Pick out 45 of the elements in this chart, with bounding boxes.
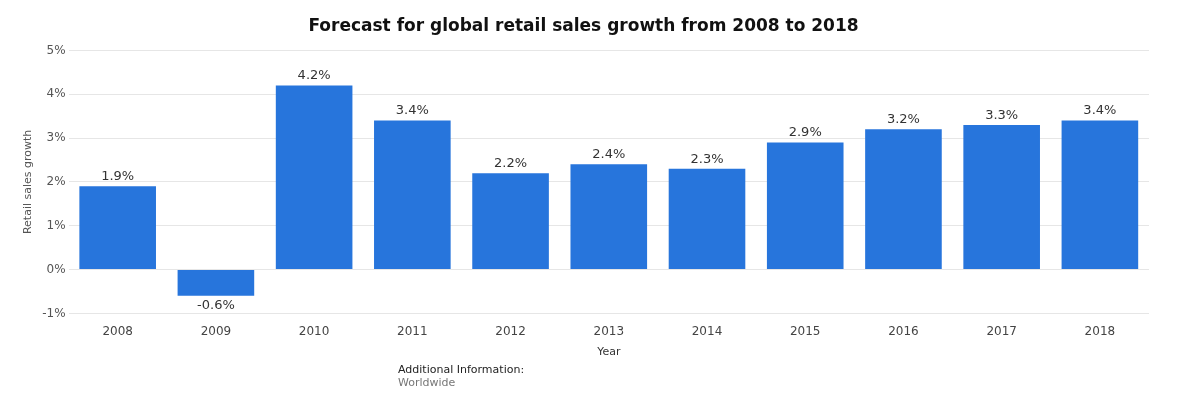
x-tick-label: 2013 — [593, 323, 625, 338]
bar — [963, 124, 1040, 270]
data-label: 3.4% — [395, 102, 429, 118]
data-label: 2.2% — [494, 155, 528, 171]
x-tick-label: 2011 — [397, 323, 428, 338]
bar — [472, 173, 549, 270]
y-tick-label: 2% — [46, 174, 66, 189]
x-axis-title: Year — [596, 345, 621, 359]
bar — [766, 142, 844, 270]
bar — [1061, 120, 1139, 270]
bar — [668, 168, 746, 270]
x-tick-label: 2012 — [495, 323, 526, 338]
y-tick-label: 5% — [46, 42, 66, 57]
bar — [177, 270, 255, 296]
x-tick-label: 2016 — [888, 323, 919, 338]
text: Additional Information: — [398, 363, 526, 376]
bar — [865, 129, 942, 270]
bar — [374, 120, 451, 270]
text: Worldwide — [398, 376, 457, 389]
data-label: 2.4% — [592, 146, 626, 162]
y-tick-label: 0% — [46, 261, 66, 276]
y-tick-label: -1% — [42, 305, 66, 320]
y-tick-label: 3% — [46, 130, 66, 145]
x-tick-label: 2009 — [200, 323, 232, 338]
data-label: 2.3% — [690, 150, 724, 166]
x-tick-label: 2015 — [789, 323, 821, 338]
bar — [570, 164, 648, 270]
data-label: -0.6% — [197, 296, 235, 312]
y-tick-label: 4% — [46, 86, 66, 101]
bar — [275, 85, 353, 270]
y-tick-label: 1% — [46, 217, 66, 232]
x-tick-label: 2018 — [1084, 323, 1116, 338]
x-tick-label: 2008 — [102, 323, 133, 338]
data-label: 3.2% — [886, 111, 920, 127]
x-tick-label: 2017 — [986, 323, 1017, 338]
data-label: 2.9% — [788, 124, 822, 140]
x-tick-label: 2010 — [298, 323, 330, 338]
x-tick-label: 2014 — [691, 323, 723, 338]
chart-title: Forecast for global retail sales growth from 2008 to 2018 — [308, 14, 859, 35]
data-label: 3.4% — [1083, 102, 1117, 118]
bar — [79, 186, 156, 270]
y-axis-title: Retail sales growth — [21, 129, 35, 235]
data-label: 1.9% — [101, 168, 135, 184]
data-label: 4.2% — [297, 67, 331, 83]
data-label: 3.3% — [985, 106, 1019, 122]
